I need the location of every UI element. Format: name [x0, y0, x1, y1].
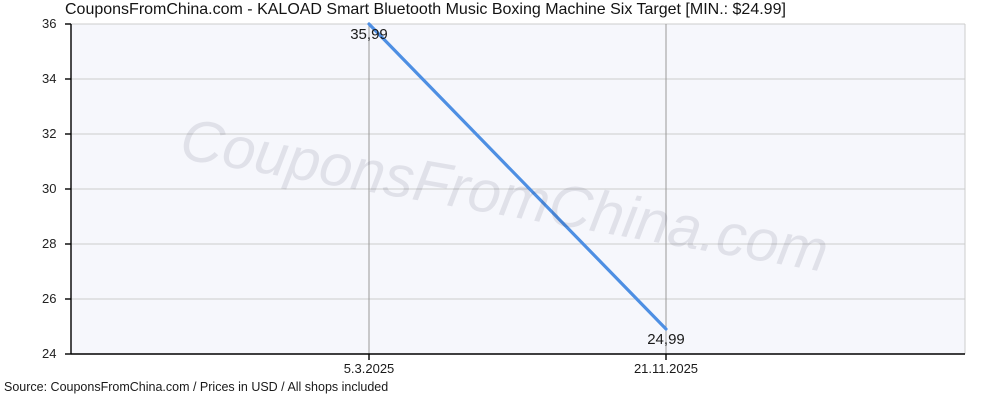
svg-text:CouponsFromChina.com: CouponsFromChina.com	[176, 106, 833, 285]
